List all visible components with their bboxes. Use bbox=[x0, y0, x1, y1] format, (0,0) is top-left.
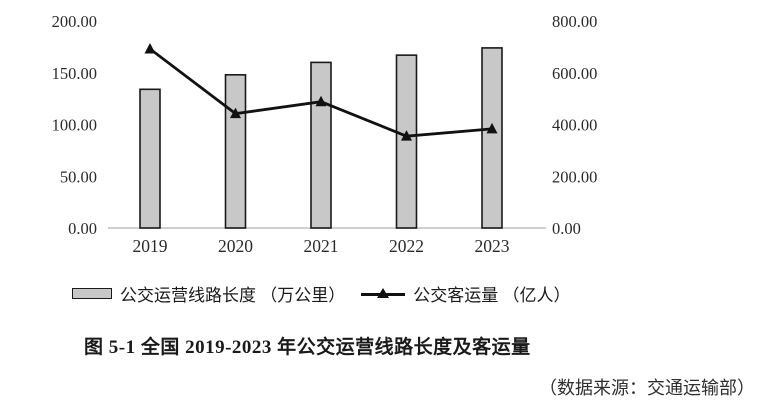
bar-2022 bbox=[395, 54, 418, 229]
x-axis-label-2019: 2019 bbox=[133, 236, 168, 256]
line-marker-2021 bbox=[315, 95, 327, 107]
right-axis-tick-label: 400.00 bbox=[552, 116, 597, 135]
x-axis-label-2021: 2021 bbox=[304, 236, 339, 256]
right-axis-tick-label: 600.00 bbox=[552, 64, 597, 83]
chart-legend: 公交运营线路长度 （万公里） 公交客运量 （亿人） bbox=[72, 281, 571, 306]
left-axis-tick-label: 50.00 bbox=[60, 167, 97, 186]
right-axis-tick-label: 200.00 bbox=[552, 167, 597, 186]
legend-item-bar-series: 公交运营线路长度 （万公里） bbox=[72, 281, 345, 306]
x-axis-label-2023: 2023 bbox=[475, 236, 510, 256]
left-axis-tick-label: 200.00 bbox=[52, 12, 97, 31]
bar-2019 bbox=[139, 88, 161, 229]
legend-label-line-series: 公交客运量 （亿人） bbox=[413, 286, 571, 305]
bar-2023 bbox=[481, 47, 503, 229]
bar-2021 bbox=[310, 61, 332, 229]
legend-label-bar-series: 公交运营线路长度 （万公里） bbox=[120, 286, 346, 305]
bar-series-swatch bbox=[72, 288, 112, 299]
x-axis-label-2020: 2020 bbox=[218, 236, 253, 256]
line-series-swatch bbox=[361, 287, 406, 300]
right-axis-tick-label: 800.00 bbox=[552, 12, 597, 31]
left-axis-tick-label: 100.00 bbox=[52, 116, 97, 135]
line-marker-2020 bbox=[230, 107, 241, 119]
line-marker-2019 bbox=[144, 42, 156, 54]
figure-caption: 图 5-1 全国 2019-2023 年公交运营线路长度及客运量 bbox=[84, 337, 531, 358]
triangle-marker-icon bbox=[377, 287, 390, 298]
line-marker-2022 bbox=[401, 130, 412, 141]
legend-item-line-series: 公交客运量 （亿人） bbox=[361, 281, 571, 306]
left-axis-tick-label: 0.00 bbox=[68, 219, 97, 238]
left-axis-tick-label: 150.00 bbox=[52, 64, 97, 83]
line-marker-2023 bbox=[486, 122, 498, 134]
data-source-note: （数据来源：交通运输部） bbox=[539, 378, 755, 398]
right-axis-tick-label: 0.00 bbox=[552, 219, 581, 238]
x-axis-label-2022: 2022 bbox=[389, 236, 424, 256]
bar-2020 bbox=[224, 74, 247, 229]
chart-canvas: 200.00 150.00 100.00 50.00 0.00 800.00 600.00 4… bbox=[52, 12, 598, 256]
